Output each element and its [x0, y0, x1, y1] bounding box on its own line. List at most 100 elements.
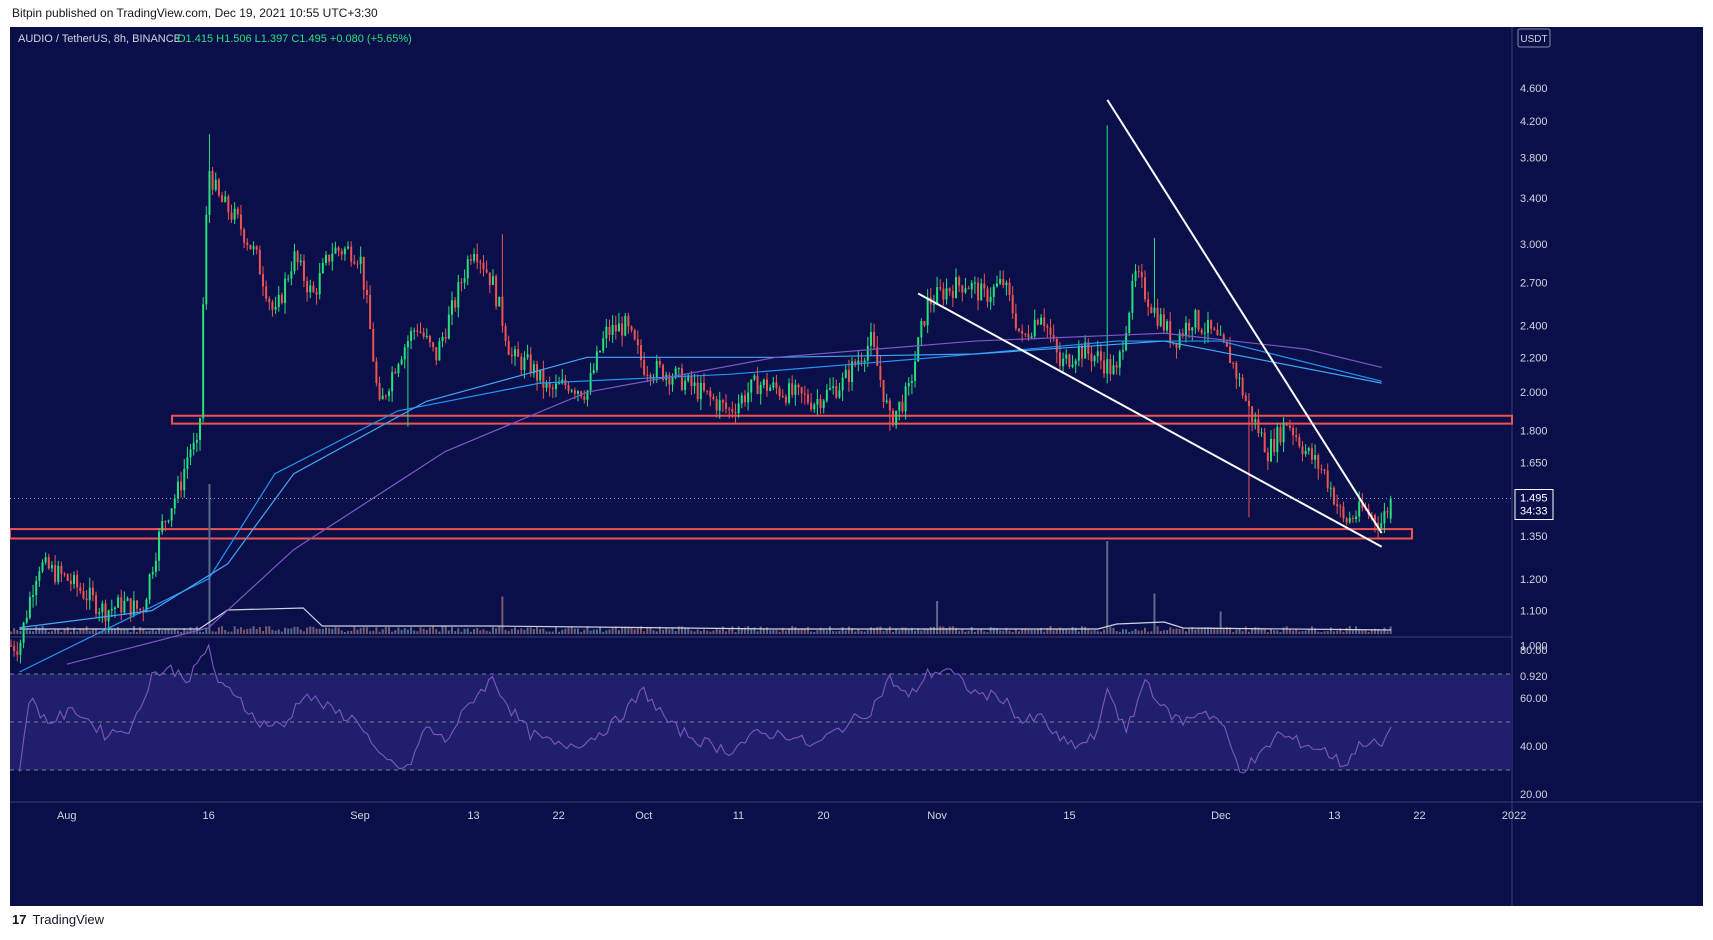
candle-body — [28, 596, 31, 618]
volume-bar — [1033, 630, 1036, 634]
volume-bar — [1008, 630, 1011, 634]
candle-body — [296, 251, 299, 263]
volume-bar — [1134, 629, 1137, 634]
candle-body — [1216, 329, 1219, 335]
volume-bar — [967, 630, 970, 634]
volume-bar — [674, 631, 677, 634]
volume-bar — [54, 628, 57, 634]
candle-body — [595, 351, 598, 371]
candle-body — [910, 381, 913, 384]
volume-bar — [258, 627, 261, 634]
candle-body — [1389, 498, 1392, 519]
candle-body — [47, 557, 50, 569]
volume-bar — [1018, 631, 1020, 634]
candle-body — [413, 330, 416, 332]
volume-bar — [1005, 627, 1008, 634]
candle-body — [788, 383, 791, 403]
candle-body — [394, 371, 397, 374]
volume-bar — [813, 631, 816, 634]
candle-body — [57, 565, 60, 582]
volume-bar — [545, 631, 548, 634]
volume-bar — [740, 628, 743, 634]
candle-body — [1118, 351, 1121, 368]
candle-body — [372, 329, 375, 362]
candle-body — [217, 179, 220, 196]
volume-bar — [964, 631, 967, 634]
volume-bar — [224, 630, 227, 634]
volume-bar — [561, 629, 564, 634]
volume-bar — [992, 627, 995, 634]
volume-bar — [1282, 627, 1285, 634]
candle-body — [1257, 419, 1260, 434]
volume-bar — [1377, 629, 1380, 634]
candle-body — [696, 382, 699, 400]
volume-bar — [1074, 627, 1077, 634]
candle-body — [290, 271, 293, 279]
volume-bar — [16, 629, 19, 634]
candle-body — [614, 325, 617, 332]
candle-body — [195, 439, 198, 443]
volume-bar — [347, 631, 350, 634]
volume-bar — [35, 626, 38, 634]
candle-body — [1115, 365, 1118, 368]
candle-body — [391, 371, 394, 392]
volume-bar — [1251, 629, 1254, 634]
chart-frame[interactable]: USDT 4.600 4.200 3.800 3.400 3.000 2.700 2.400 2… — [10, 27, 1703, 906]
volume-bar — [910, 627, 913, 634]
candle-body — [277, 294, 280, 308]
volume-bar — [1298, 631, 1301, 634]
volume-bar — [1333, 631, 1335, 634]
candle-body — [907, 383, 910, 387]
candle-body — [98, 612, 101, 614]
candle-body — [854, 361, 857, 365]
volume-bar — [554, 626, 557, 634]
volume-bar — [306, 627, 309, 634]
candle-body — [230, 212, 233, 220]
candle-body — [1339, 506, 1342, 508]
candle-body — [967, 288, 970, 290]
volume-bar — [1153, 593, 1156, 634]
candle-body — [1241, 377, 1244, 396]
candle-body — [627, 315, 630, 327]
candle-body — [183, 468, 186, 491]
candle-body — [892, 410, 894, 426]
volume-bar — [542, 628, 545, 634]
candle-body — [485, 269, 488, 273]
volume-bar — [491, 627, 494, 634]
volume-bar — [1373, 628, 1376, 634]
volume-bar — [1191, 627, 1194, 634]
volume-bar — [230, 631, 233, 634]
candle-body — [1033, 320, 1036, 337]
volume-bar — [353, 626, 356, 634]
candle-body — [1005, 282, 1008, 286]
chart-canvas[interactable]: USDT 4.600 4.200 3.800 3.400 3.000 2.700 2.400 2… — [10, 27, 1703, 906]
volume-bar — [1235, 629, 1238, 634]
candle-body — [961, 285, 964, 293]
candle-body — [548, 382, 551, 388]
candle-body — [520, 356, 523, 370]
volume-bar — [932, 626, 935, 634]
candle-body — [438, 341, 441, 361]
candle-body — [545, 382, 548, 388]
candle-body — [359, 256, 362, 264]
candle-body — [1203, 332, 1206, 334]
candle-body — [350, 246, 353, 262]
candle-body — [794, 384, 797, 395]
volume-bar — [1279, 631, 1282, 634]
candle-body — [419, 331, 422, 333]
volume-bar — [580, 631, 583, 634]
candle-body — [136, 600, 138, 609]
candle-body — [76, 574, 79, 588]
candle-body — [154, 560, 157, 572]
volume-bar — [643, 631, 646, 634]
volume-bar — [463, 628, 466, 634]
candle-body — [306, 280, 309, 293]
candle-body — [1128, 312, 1131, 333]
volume-bar — [1081, 626, 1083, 634]
volume-bar — [621, 627, 624, 634]
volume-bar — [1084, 626, 1087, 634]
volume-bar — [750, 628, 753, 634]
moving-average-line — [19, 340, 1382, 673]
candle-body — [775, 382, 778, 389]
time-tick-label: 22 — [553, 810, 565, 822]
